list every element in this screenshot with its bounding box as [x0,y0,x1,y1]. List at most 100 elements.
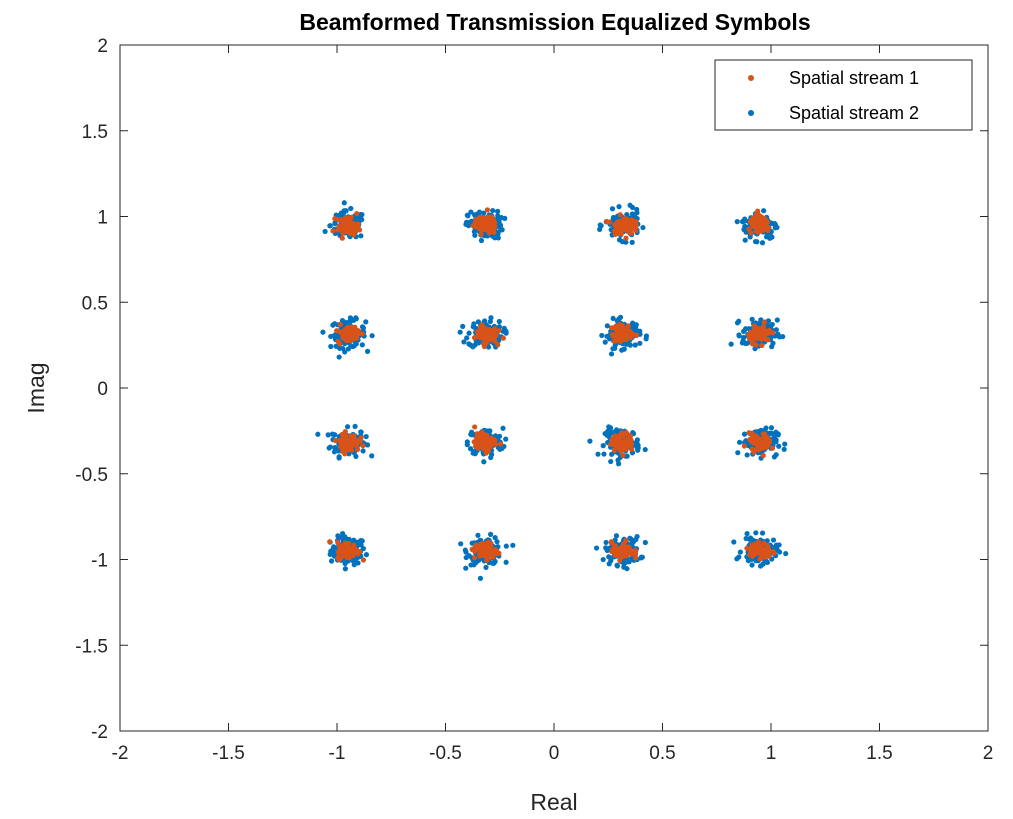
stream-1-point [746,334,752,341]
stream-1-point [756,539,762,545]
stream-1-point [483,327,490,334]
x-tick-label: -1 [329,743,346,764]
stream-1-point [749,553,756,559]
x-tick-label: 0.5 [649,743,675,764]
stream-1-point [484,207,491,213]
stream-1-point [342,436,348,443]
x-tick-label: 0 [549,743,560,764]
stream-2-point [472,448,478,454]
stream-2-point [489,452,495,458]
stream-1-point [475,445,481,451]
stream-1-point [327,539,333,545]
stream-1-point [348,433,354,439]
stream-2-point [497,223,504,229]
stream-1-point [335,338,341,345]
stream-1-point [343,225,349,231]
y-tick-label: 0 [97,379,108,400]
stream-2-point [471,562,477,568]
legend-box [714,59,973,131]
legend: Spatial stream 1 Spatial stream 2 [714,59,973,131]
stream-1-point [478,231,484,238]
y-tick-label: -2 [91,722,108,743]
stream-1-point [760,227,766,233]
stream-1-point [617,333,623,339]
stream-2-point [771,454,778,460]
stream-2-point [328,343,334,350]
stream-2-point [737,549,744,555]
stream-1-point [618,549,624,555]
stream-1-point [633,222,639,229]
stream-1-point [625,441,632,447]
stream-2-point [354,542,361,549]
stream-1-point [477,541,484,547]
stream-2-point [608,458,614,465]
stream-1-point [754,435,760,441]
stream-2-point [315,431,321,437]
stream-2-point [603,539,609,546]
stream-1-point [613,444,619,450]
stream-2-point [336,354,342,360]
stream-2-point [745,442,751,449]
x-tick-label: -2 [112,743,129,764]
stream-2-point [488,315,494,321]
stream-1-point [741,443,748,449]
stream-2-point [495,235,501,241]
stream-2-point [731,539,737,545]
stream-2-point [774,317,780,323]
stream-2-point [332,445,338,451]
stream-2-point [358,429,364,435]
legend-label-stream-1: Spatial stream 1 [789,68,919,88]
stream-1-point [616,439,622,445]
stream-2-point [749,316,755,322]
stream-2-point [353,341,359,347]
stream-1-point [633,218,639,225]
stream-1-point [489,218,495,224]
stream-2-point [348,205,354,212]
stream-1-point [753,228,759,234]
stream-1-point [344,445,351,451]
stream-1-point [633,332,640,338]
stream-1-point [480,444,486,451]
stream-2-point [609,206,616,212]
stream-2-point [739,219,746,225]
stream-1-point [620,542,627,548]
stream-1-point [347,337,353,343]
stream-2-point [634,210,640,216]
data-points [315,200,789,581]
stream-1-point [481,543,488,549]
stream-1-point [762,547,768,553]
stream-1-point [341,333,347,339]
stream-1-point [760,439,766,445]
stream-1-point [481,220,487,227]
stream-2-point [342,349,348,355]
stream-1-point [350,221,356,227]
stream-1-point [757,556,763,562]
stream-1-point [489,328,495,334]
stream-2-point [624,453,630,459]
stream-2-point [616,237,623,243]
stream-1-point [761,540,767,546]
stream-2-point [487,531,494,537]
stream-1-point [625,229,631,235]
stream-2-point [322,228,328,235]
stream-2-point [770,537,777,543]
stream-2-point [496,318,502,325]
plot-area [120,45,988,731]
stream-2-point [736,439,743,445]
stream-2-point [460,323,466,329]
stream-1-point [629,333,635,339]
stream-1-point [473,542,479,548]
stream-2-point [773,437,779,443]
stream-1-point [346,555,352,561]
stream-1-point [480,214,486,221]
stream-1-point [481,341,487,347]
stream-2-point [360,325,367,331]
stream-2-point [369,453,375,459]
stream-1-point [352,229,358,235]
stream-1-point [612,552,618,559]
stream-2-point [609,451,615,457]
stream-1-point [612,433,618,439]
x-tick-label: -1.5 [212,743,245,764]
stream-1-point [619,442,625,448]
